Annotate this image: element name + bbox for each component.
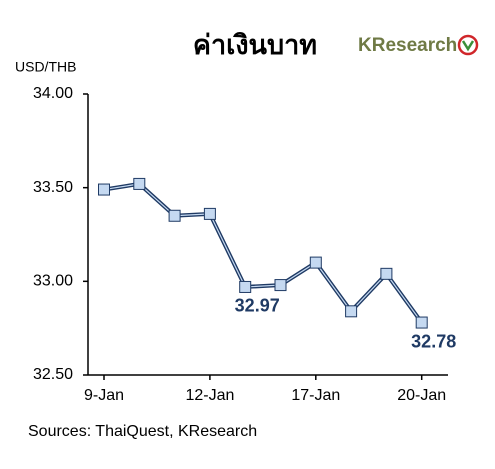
- source: Sources: ThaiQuest, KResearch: [28, 423, 257, 440]
- y-axis-label: USD/THB: [15, 59, 76, 75]
- y-tick-label: 32.50: [33, 366, 73, 383]
- x-tick-label: 17-Jan: [291, 387, 340, 404]
- logo-icon: [457, 34, 479, 56]
- marker: [415, 316, 428, 329]
- marker: [168, 209, 181, 222]
- data-label: 32.78: [411, 331, 456, 351]
- x-tick-label: 12-Jan: [185, 387, 234, 404]
- y-tick-label: 33.00: [33, 273, 73, 290]
- line-highlight: [103, 183, 423, 323]
- y-tick-label: 34.00: [33, 85, 73, 102]
- marker: [239, 280, 252, 293]
- marker: [133, 177, 146, 190]
- marker: [203, 207, 216, 220]
- marker: [345, 305, 358, 318]
- logo: KResearch: [358, 35, 457, 56]
- x-tick-label: 9-Jan: [84, 387, 124, 404]
- marker: [274, 279, 287, 292]
- marker: [309, 256, 322, 269]
- data-label: 32.97: [235, 296, 280, 316]
- chart-title: ค่าเงินบาท: [193, 30, 317, 60]
- marker: [98, 183, 110, 196]
- x-tick-label: 20-Jan: [397, 387, 446, 404]
- marker: [380, 267, 393, 280]
- y-tick-label: 33.50: [33, 179, 73, 196]
